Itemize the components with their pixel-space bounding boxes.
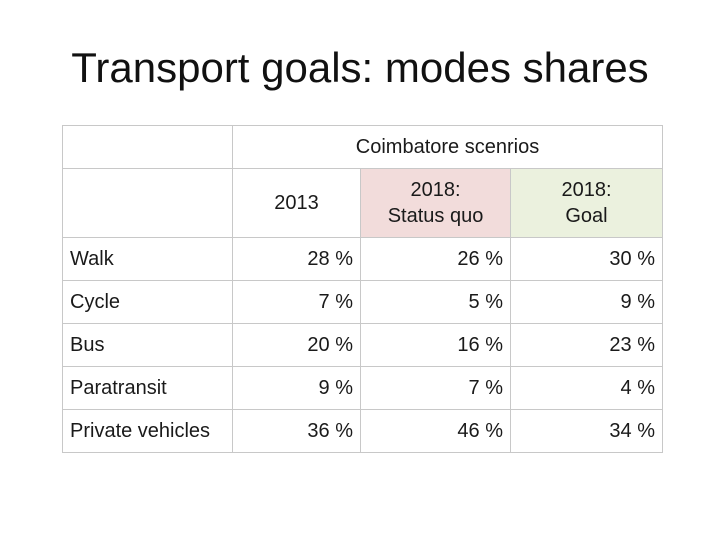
row-label-paratransit: Paratransit: [62, 366, 233, 410]
cell-2013: 7 %: [232, 280, 361, 324]
column-header-line: 2018:: [561, 179, 612, 201]
cell-2013: 28 %: [232, 237, 361, 281]
cell-status-quo: 46 %: [360, 409, 511, 453]
cell-status-quo: 26 %: [360, 237, 511, 281]
column-header-status-quo: 2018: Status quo: [360, 168, 511, 238]
column-header-goal: 2018: Goal: [510, 168, 663, 238]
column-header-line: 2013: [274, 192, 319, 214]
table-row: Walk 28 % 26 % 30 %: [62, 237, 663, 281]
cell-goal: 4 %: [510, 366, 663, 410]
cell-2013: 36 %: [232, 409, 361, 453]
cell-2013: 20 %: [232, 323, 361, 367]
cell-goal: 34 %: [510, 409, 663, 453]
slide-title: Transport goals: modes shares: [71, 44, 649, 91]
corner-cell: [62, 168, 233, 238]
cell-goal: 9 %: [510, 280, 663, 324]
cell-status-quo: 5 %: [360, 280, 511, 324]
table-row: Private vehicles 36 % 46 % 34 %: [62, 409, 663, 453]
mode-share-table: Coimbatore scenrios 2013 2018: Status qu…: [62, 125, 663, 453]
row-label-private-vehicles: Private vehicles: [62, 409, 233, 453]
cell-status-quo: 7 %: [360, 366, 511, 410]
column-header-line: Status quo: [387, 205, 484, 227]
table-row: Bus 20 % 16 % 23 %: [62, 323, 663, 367]
table-header-row: Coimbatore scenrios: [62, 125, 663, 169]
table-row: Paratransit 9 % 7 % 4 %: [62, 366, 663, 410]
row-label-walk: Walk: [62, 237, 233, 281]
column-header-line: 2018:: [410, 179, 461, 201]
cell-status-quo: 16 %: [360, 323, 511, 367]
table-row: Cycle 7 % 5 % 9 %: [62, 280, 663, 324]
column-header-line: Goal: [565, 205, 608, 227]
row-label-bus: Bus: [62, 323, 233, 367]
cell-2013: 9 %: [232, 366, 361, 410]
row-label-cycle: Cycle: [62, 280, 233, 324]
cell-goal: 30 %: [510, 237, 663, 281]
table-subheader-row: 2013 2018: Status quo 2018: Goal: [62, 168, 663, 238]
group-header: Coimbatore scenrios: [232, 125, 663, 169]
cell-goal: 23 %: [510, 323, 663, 367]
column-header-2013: 2013: [232, 168, 361, 238]
corner-cell: [62, 125, 233, 169]
